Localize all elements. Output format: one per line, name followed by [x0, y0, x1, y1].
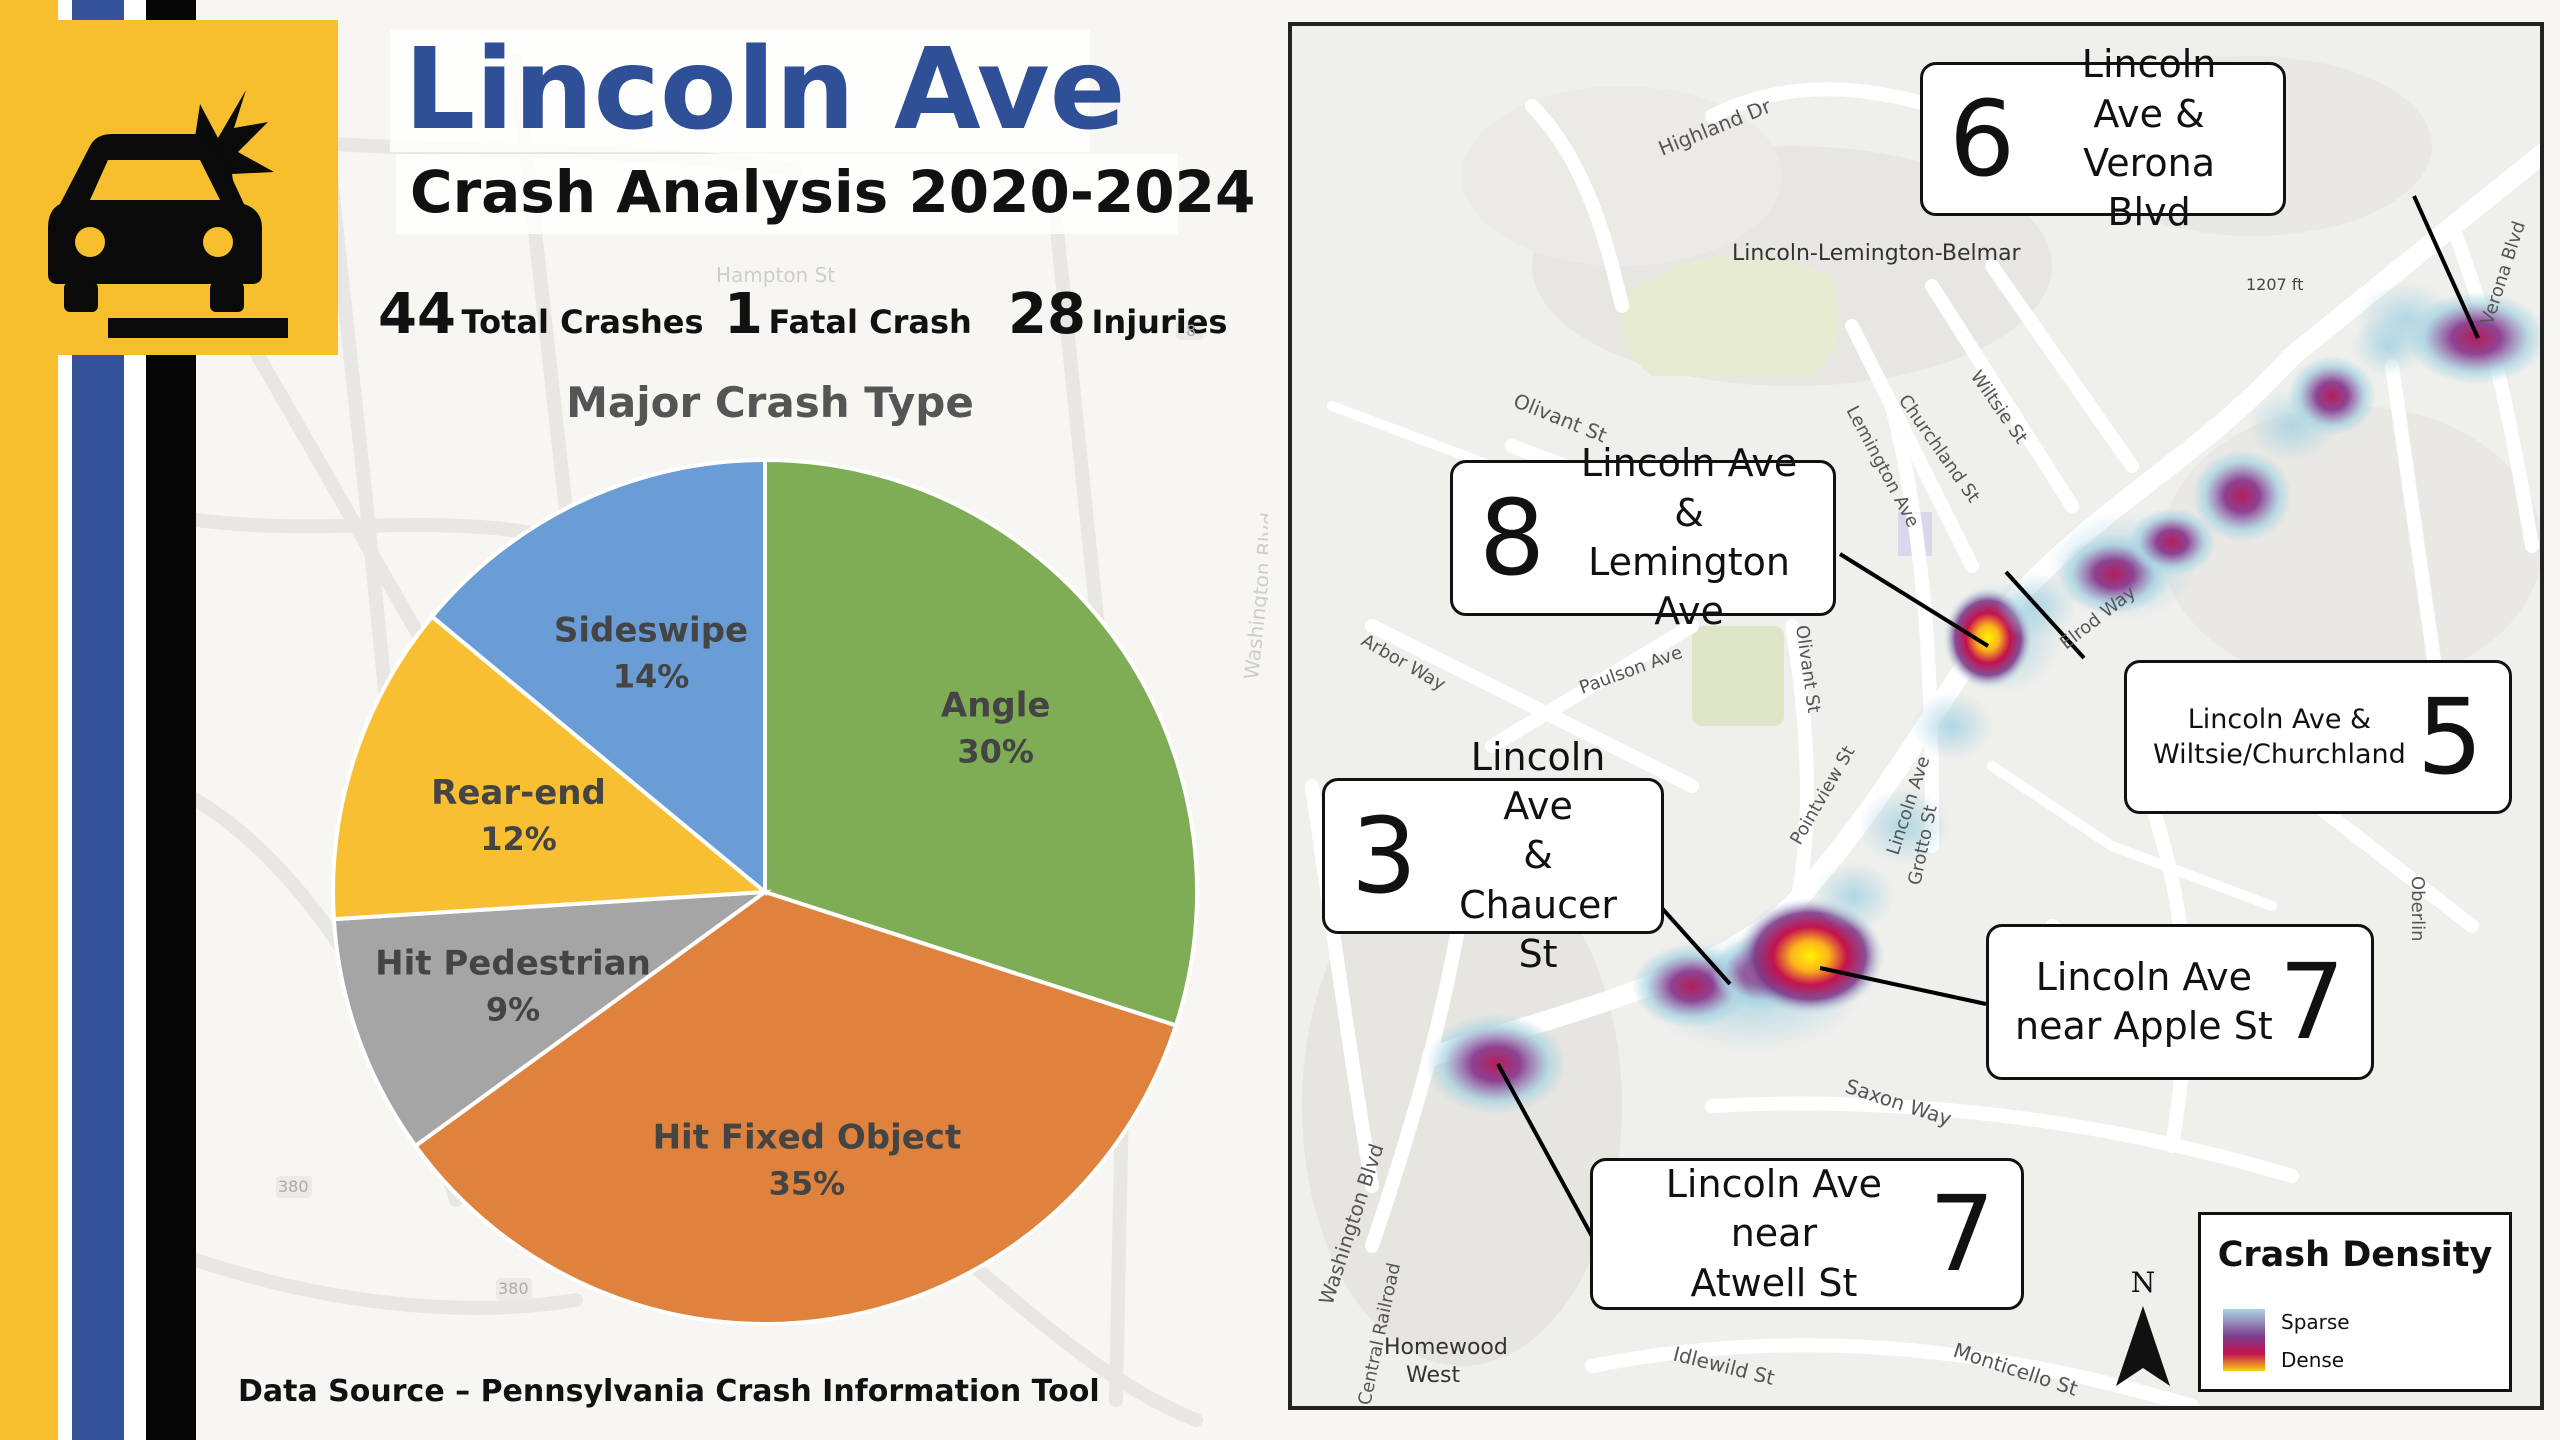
callout-apple-st: Lincoln Ave near Apple St 7	[1986, 924, 2374, 1080]
pie-slices	[331, 457, 1200, 1326]
route-shield-label: 380	[498, 1279, 529, 1298]
subtitle-backdrop	[396, 154, 1178, 234]
callout-line: Lincoln Ave	[2035, 954, 2253, 999]
logo-box	[0, 20, 338, 355]
callout-line: Atwell St	[1690, 1260, 1858, 1305]
callout-chaucer-st: 3 Lincoln Ave & Chaucer St	[1322, 735, 1664, 976]
stat-label: Total Crashes	[461, 303, 704, 341]
street-label: Oberlin	[2407, 876, 2428, 941]
callout-atwell-st: Lincoln Ave near Atwell St 7	[1590, 1158, 2024, 1310]
pie-slice-sideswipe	[429, 457, 767, 897]
crash-count: 7	[1928, 1173, 1995, 1295]
north-arrow-icon: N	[2116, 1266, 2170, 1386]
car-crash-icon	[48, 90, 288, 338]
crash-count: 3	[1351, 795, 1418, 917]
pie-slice-label: Hit Pedestrian	[375, 944, 651, 984]
page-title: Lincoln Ave	[404, 25, 1126, 155]
title-backdrop	[390, 30, 1090, 152]
page-subtitle: Crash Analysis 2020-2024	[410, 158, 1256, 226]
faded-street-labels: Hampton St Washington Blvd 8 380 380	[278, 263, 1268, 1298]
neighborhood-label: Lincoln-Lemington-Belmar	[1732, 241, 2022, 266]
stat-injuries: 28 Injuries	[1008, 282, 1227, 347]
neighborhood-label: Homewood	[1384, 1335, 1508, 1360]
crash-density-legend: Crash Density Sparse Dense	[2198, 1212, 2512, 1392]
callout-location: Lincoln Ave & Wiltsie/Churchland	[2153, 702, 2406, 772]
crash-heatmap	[1426, 282, 2540, 1114]
legend-color-ramp	[2223, 1309, 2265, 1371]
stat-label: Injuries	[1091, 303, 1228, 341]
callout-line: Lemington Ave	[1588, 540, 1791, 634]
pie-slice-percent: 35%	[769, 1165, 846, 1203]
street-label: Paulson Ave	[1577, 642, 1686, 699]
pie-slice-angle	[763, 457, 1200, 1029]
stat-label: Fatal Crash	[768, 303, 972, 341]
pie-slice-hit-pedestrian	[331, 889, 772, 1149]
stat-fatal-crash: 1 Fatal Crash	[724, 282, 972, 347]
legend-dense-label: Dense	[2281, 1348, 2345, 1372]
pie-slice-percent: 12%	[480, 820, 557, 858]
callout-verona-blvd: 6 Lincoln Ave & Verona Blvd	[1920, 42, 2286, 234]
chart-title: Major Crash Type	[566, 378, 974, 427]
pie-slice-percent: 30%	[957, 732, 1034, 770]
crash-count: 6	[1949, 78, 2016, 200]
callout-location: Lincoln Ave near Apple St	[2015, 953, 2273, 1052]
callout-line: & Chaucer St	[1459, 833, 1618, 977]
callout-line: Lincoln Ave near	[1665, 1161, 1883, 1256]
stripe-gap	[124, 0, 146, 1440]
stat-total-crashes: 44 Total Crashes	[378, 282, 704, 347]
callout-location: Lincoln Ave & Chaucer St	[1441, 733, 1635, 980]
pie-slice-hit-fixed-object	[412, 889, 1179, 1326]
callout-leaders	[1496, 195, 2480, 1241]
pie-slice-label: Rear-end	[431, 773, 606, 813]
pie-labels: Angle 30% Hit Fixed Object 35% Hit Pedestria…	[375, 611, 1050, 1203]
callout-lemington-ave: 8 Lincoln Ave & Lemington Ave	[1450, 441, 1836, 633]
stat-value: 1	[724, 282, 763, 347]
data-source-note: Data Source – Pennsylvania Crash Informa…	[238, 1374, 1100, 1409]
stripe-gap	[58, 0, 72, 1440]
callout-line: near Apple St	[2015, 1004, 2273, 1048]
stat-value: 44	[378, 282, 456, 347]
callout-line: Lincoln Ave	[1470, 734, 1606, 828]
crash-type-pie-chart: Angle 30% Hit Fixed Object 35% Hit Pedestria…	[331, 457, 1200, 1326]
callout-line: Verona Blvd	[2083, 141, 2215, 235]
route-shield-label: 8	[1186, 321, 1196, 340]
elevation-label: 1207 ft	[2246, 275, 2303, 294]
callout-location: Lincoln Ave & Lemington Ave	[1571, 439, 1807, 637]
callout-line: Lincoln Ave &	[1580, 441, 1798, 535]
pie-slice-percent: 9%	[486, 991, 540, 1029]
crash-count: 8	[1479, 477, 1546, 599]
legend-title: Crash Density	[2217, 1235, 2493, 1275]
legend-sparse-label: Sparse	[2281, 1310, 2350, 1334]
callout-line: Wiltsie/Churchland	[2153, 739, 2406, 770]
pie-slice-percent: 14%	[613, 658, 690, 696]
neighborhood-label: West	[1406, 1363, 1460, 1388]
north-label: N	[2131, 1266, 2156, 1299]
pie-slice-rear-end	[331, 613, 771, 922]
pie-slice-label: Hit Fixed Object	[653, 1118, 962, 1158]
callout-line: Lincoln Ave &	[2187, 703, 2372, 735]
street-label: Hampton St	[716, 263, 835, 287]
pie-slice-label: Angle	[941, 685, 1051, 725]
callout-wiltsie-churchland: Lincoln Ave & Wiltsie/Churchland 5	[2124, 660, 2512, 814]
stat-value: 28	[1008, 282, 1086, 347]
crash-count: 5	[2416, 676, 2483, 798]
route-shield-label: 380	[278, 1177, 309, 1196]
pie-slice-label: Sideswipe	[554, 611, 748, 651]
callout-location: Lincoln Ave & Verona Blvd	[2041, 40, 2257, 238]
crash-count: 7	[2278, 941, 2345, 1063]
street-label: Washington Blvd	[1239, 511, 1268, 680]
callout-line: Lincoln Ave &	[2081, 42, 2217, 136]
callout-location: Lincoln Ave near Atwell St	[1619, 1160, 1929, 1308]
